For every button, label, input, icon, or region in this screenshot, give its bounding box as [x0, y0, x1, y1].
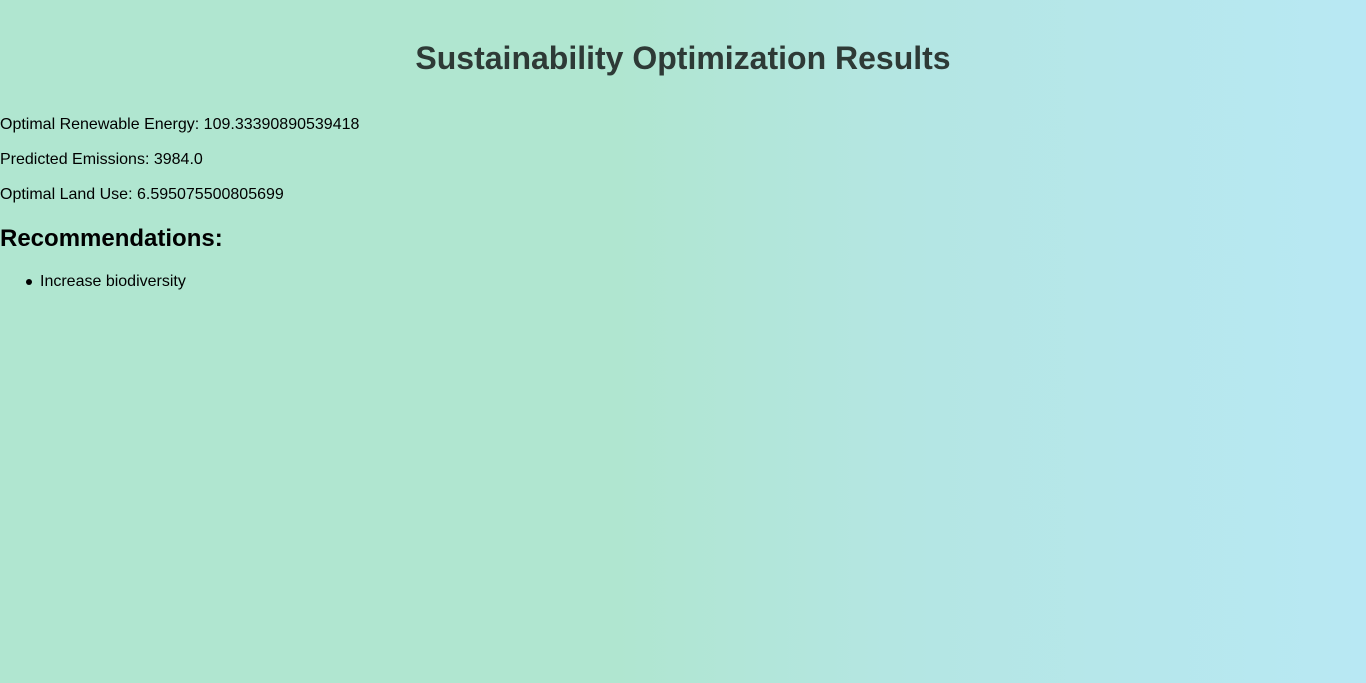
recommendation-item: Increase biodiversity [0, 272, 186, 292]
renewable-energy-result: Optimal Renewable Energy: 109.3339089053… [0, 115, 359, 135]
renewable-energy-label: Optimal Renewable Energy: [0, 116, 200, 133]
land-use-result: Optimal Land Use: 6.595075500805699 [0, 185, 284, 205]
predicted-emissions-result: Predicted Emissions: 3984.0 [0, 150, 203, 170]
renewable-energy-value: 109.33390890539418 [203, 116, 360, 133]
land-use-label: Optimal Land Use: [0, 186, 133, 203]
predicted-emissions-value: 3984.0 [153, 151, 203, 168]
recommendations-list: Increase biodiversity [0, 272, 186, 292]
predicted-emissions-label: Predicted Emissions: [0, 151, 150, 168]
recommendations-heading: Recommendations: [0, 225, 223, 252]
recommendation-text: Increase biodiversity [40, 273, 186, 290]
bullet-icon [26, 279, 32, 285]
land-use-value: 6.595075500805699 [136, 186, 284, 203]
page-title: Sustainability Optimization Results [415, 40, 951, 76]
